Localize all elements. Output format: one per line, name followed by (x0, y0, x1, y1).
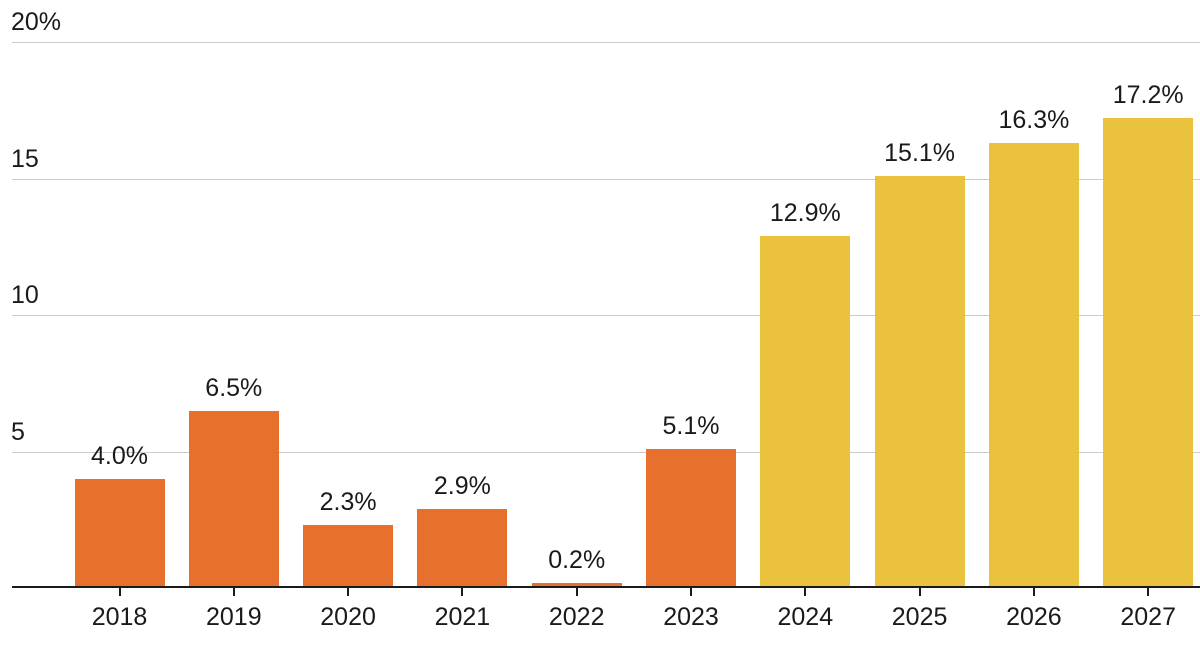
y-axis-tick-label: 20% (11, 8, 62, 36)
bar-2025 (874, 175, 965, 588)
bar-2020 (303, 525, 394, 588)
x-axis-tick (575, 588, 578, 596)
bar-value-label: 6.5% (205, 373, 263, 402)
x-axis-label: 2026 (1006, 603, 1062, 631)
x-axis-label: 2025 (891, 603, 948, 631)
y-axis-tick-label: 15 (11, 144, 39, 173)
bar-2019 (188, 410, 279, 588)
bar-2018 (74, 478, 165, 588)
bar-2022 (531, 582, 622, 588)
bar-2027 (1103, 118, 1194, 588)
bar-value-label: 5.1% (662, 411, 720, 440)
bar-2023 (646, 448, 736, 588)
bar-value-label: 2.9% (433, 471, 491, 500)
x-axis-tick (347, 588, 350, 596)
x-axis-tick (918, 588, 921, 596)
gridline (12, 178, 1200, 180)
bar-value-label: 17.2% (1112, 81, 1184, 110)
bar-value-label: 4.0% (91, 441, 148, 470)
gridline (12, 315, 1200, 316)
gridline (12, 451, 1200, 453)
x-axis-tick (690, 588, 692, 596)
x-axis-tick (461, 588, 464, 596)
bar-2024 (760, 235, 851, 588)
bar-value-label: 15.1% (884, 138, 956, 167)
x-axis-label: 2024 (777, 603, 834, 631)
bar-value-label: 0.2% (548, 545, 606, 574)
x-axis-tick (232, 588, 235, 596)
x-axis-line (12, 586, 1200, 588)
x-axis-label: 2021 (434, 603, 491, 631)
gridline (12, 42, 1200, 43)
x-axis-label: 2022 (548, 603, 605, 631)
x-axis-tick (1147, 588, 1150, 596)
x-axis-tick (804, 588, 807, 596)
x-axis-label: 2018 (91, 603, 148, 631)
bar-2021 (417, 508, 508, 588)
bar-value-label: 16.3% (998, 106, 1070, 135)
x-axis-tick (118, 588, 121, 596)
x-axis-label: 2023 (663, 603, 719, 631)
x-axis-label: 2027 (1120, 603, 1176, 631)
y-axis-tick-label: 10 (11, 281, 39, 309)
x-axis-label: 2019 (205, 603, 262, 631)
bar-2026 (988, 143, 1079, 588)
x-axis-tick (1032, 588, 1035, 596)
bar-value-label: 2.3% (319, 488, 377, 517)
bar-value-label: 12.9% (769, 198, 841, 227)
x-axis-label: 2020 (320, 603, 376, 631)
y-axis-tick-label: 5 (11, 417, 25, 446)
